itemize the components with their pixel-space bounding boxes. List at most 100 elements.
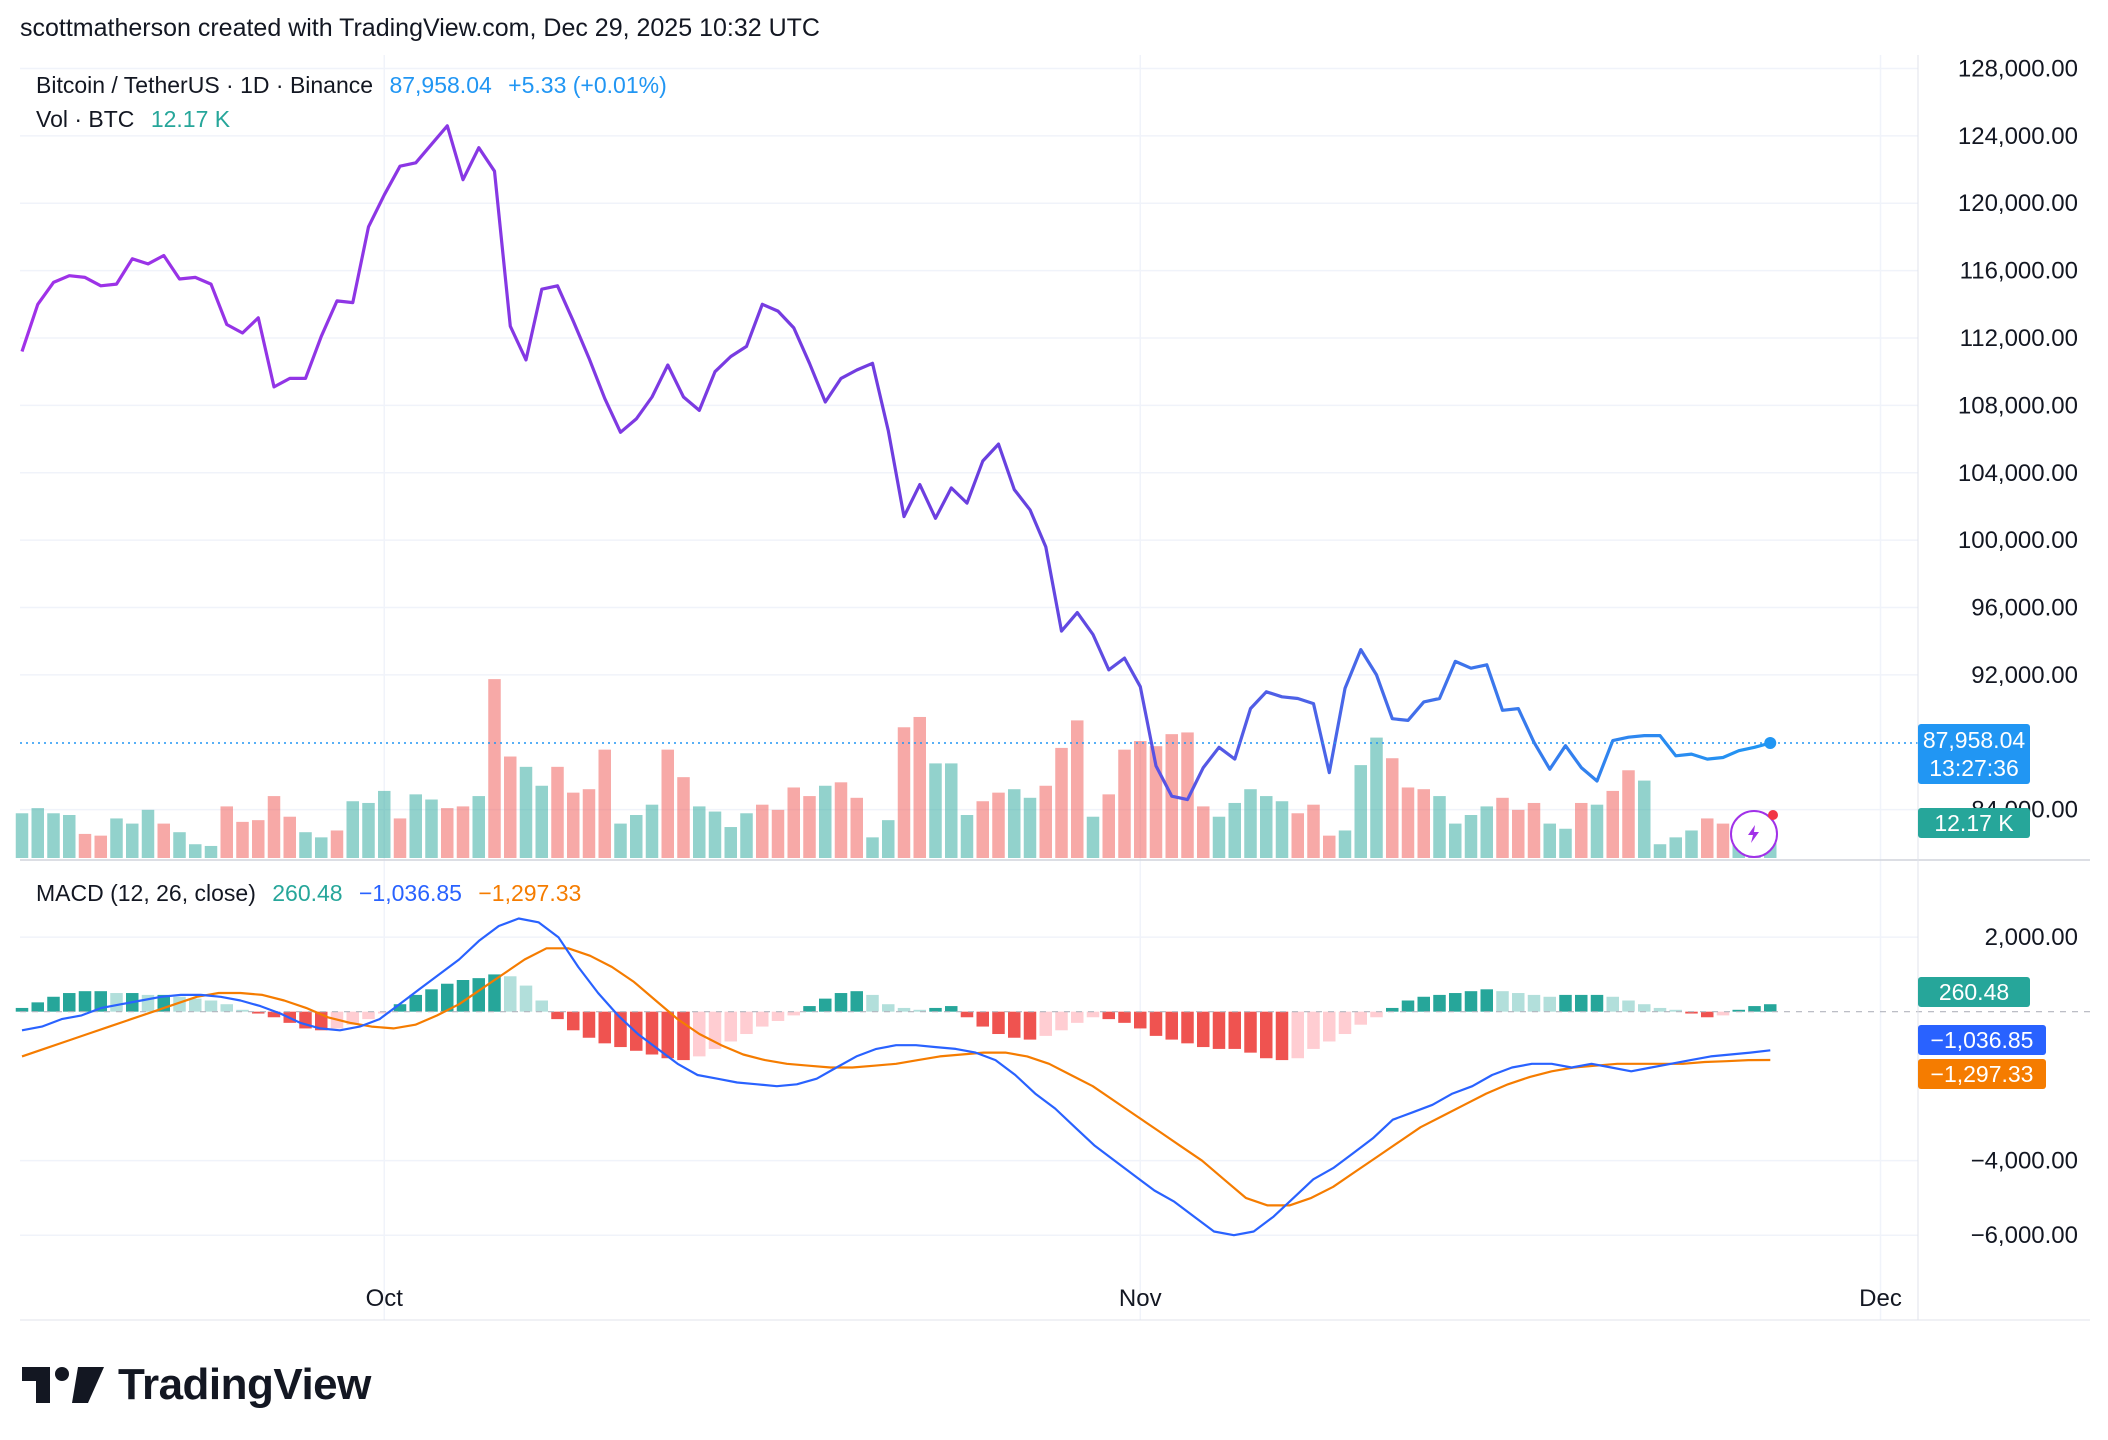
volume-bar [472, 796, 485, 858]
volume-bar [1685, 830, 1698, 858]
macd-histogram-bar [425, 989, 438, 1012]
volume-bar [1669, 837, 1682, 858]
symbol-legend: Bitcoin / TetherUS · 1D · Binance 87,958… [36, 72, 677, 99]
volume-bar [1527, 802, 1541, 858]
macd-histogram-bar [441, 983, 454, 1012]
volume-title[interactable]: Vol · BTC [36, 106, 135, 132]
volume-bar [551, 766, 564, 858]
macd-histogram-bar [472, 978, 485, 1012]
volume-bar [850, 797, 863, 858]
volume-bar [1338, 830, 1352, 858]
volume-bar [299, 832, 312, 858]
volume-bar [283, 816, 296, 858]
volume-bar [1590, 804, 1604, 858]
macd-histogram-bar [1212, 1011, 1226, 1049]
volume-bar [803, 796, 816, 858]
macd-histogram-bar [1244, 1011, 1257, 1053]
volume-bar [1480, 806, 1493, 858]
macd-histogram-bar [771, 1011, 785, 1021]
volume-bar [630, 815, 643, 858]
macd-histogram-bar [724, 1011, 737, 1042]
macd-histogram-bar [1260, 1011, 1273, 1059]
volume-bar [567, 792, 580, 858]
volume-bar [1433, 796, 1446, 858]
price-tick-label: 128,000.00 [1958, 55, 2078, 82]
price-tag: 87,958.04 13:27:36 [1918, 724, 2030, 784]
volume-bar [1323, 835, 1336, 858]
macd-histogram-bar [1732, 1009, 1745, 1012]
volume-bar [1118, 749, 1131, 858]
macd-line [21, 917, 1771, 1237]
volume-bar [582, 789, 596, 858]
volume-bar [1307, 804, 1320, 858]
macd-histogram-bar [960, 1011, 974, 1018]
macd-histogram-bar [1716, 1011, 1730, 1016]
volume-bar [267, 796, 281, 858]
volume-bar [441, 808, 454, 858]
volume-bar [141, 809, 155, 858]
macd-histogram-bar [78, 991, 92, 1012]
lightning-icon[interactable] [1730, 810, 1778, 858]
macd-histogram-bar [409, 994, 422, 1012]
chart-caption: scottmatherson created with TradingView.… [20, 14, 820, 42]
macd-histogram-bar [598, 1011, 611, 1044]
macd-tick-label: −6,000.00 [1971, 1222, 2078, 1249]
volume-bar [787, 787, 800, 858]
volume-bar [315, 837, 328, 858]
volume-bar [1622, 770, 1635, 858]
macd-histogram-bar [519, 985, 533, 1012]
last-price: 87,958.04 [389, 72, 492, 98]
macd-histogram-bar [189, 998, 202, 1012]
macd-histogram-bar [1433, 994, 1446, 1012]
volume-bar [1260, 796, 1273, 858]
macd-histogram-bar [1417, 996, 1430, 1012]
volume-bar [110, 818, 123, 858]
macd-signal-tag: −1,297.33 [1918, 1059, 2046, 1089]
macd-histogram-bar [1512, 993, 1525, 1012]
volume-bar [1496, 797, 1509, 858]
volume-bar [1386, 758, 1399, 858]
macd-histogram-bar [1401, 1000, 1415, 1012]
macd-histogram-bar [31, 1002, 44, 1012]
volume-bar [15, 813, 29, 858]
volume-bar [425, 799, 438, 858]
volume-bar [456, 806, 470, 858]
macd-histogram-bar [834, 993, 848, 1012]
volume-bar [78, 833, 92, 858]
macd-histogram-bar [362, 1011, 375, 1020]
macd-histogram-bar [1118, 1011, 1131, 1023]
symbol-title[interactable]: Bitcoin / TetherUS · 1D · Binance [36, 72, 374, 98]
volume-bar [1197, 806, 1210, 858]
volume-legend: Vol · BTC 12.17 K [36, 106, 240, 133]
macd-histogram-bar [645, 1011, 659, 1055]
macd-histogram-bar [1023, 1011, 1037, 1040]
macd-tick-label: −4,000.00 [1971, 1148, 2078, 1175]
volume-bar [63, 815, 76, 858]
macd-hist-tag: 260.48 [1918, 977, 2030, 1007]
volume-bar [173, 832, 186, 858]
volume-bar [677, 777, 690, 858]
macd-histogram-bar [488, 974, 501, 1012]
price-tick-label: 100,000.00 [1958, 527, 2078, 554]
volume-bar [504, 756, 517, 858]
macd-tick-label: 2,000.00 [1985, 924, 2078, 951]
volume-bar [519, 766, 533, 858]
macd-histogram-bar [1527, 994, 1541, 1012]
volume-bar [362, 802, 375, 858]
macd-title[interactable]: MACD (12, 26, close) [36, 880, 256, 906]
volume-bar [126, 823, 139, 858]
tradingview-logo[interactable]: TradingView [22, 1360, 371, 1410]
volume-bar [535, 785, 548, 858]
macd-histogram-bar [913, 1009, 926, 1012]
macd-histogram-bar [1449, 993, 1462, 1012]
macd-histogram-bar [1606, 996, 1619, 1012]
macd-histogram-bar [803, 1006, 816, 1012]
volume-bar [882, 820, 895, 858]
macd-panel [15, 917, 2090, 1237]
macd-histogram-bar [1134, 1011, 1147, 1029]
volume-bar [693, 806, 706, 858]
time-tick-label: Dec [1859, 1285, 1902, 1312]
tradingview-logo-text: TradingView [118, 1360, 371, 1409]
macd-histogram-bar [1748, 1006, 1761, 1012]
